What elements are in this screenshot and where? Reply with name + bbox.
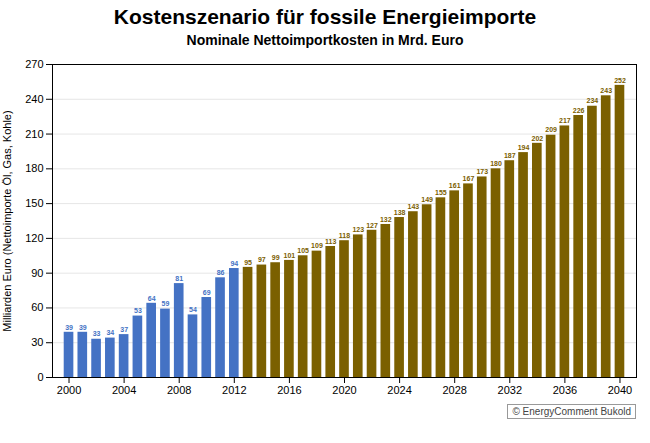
svg-text:113: 113 bbox=[325, 238, 336, 245]
svg-text:2008: 2008 bbox=[167, 384, 191, 396]
svg-text:39: 39 bbox=[65, 324, 73, 331]
svg-text:2040: 2040 bbox=[608, 384, 632, 396]
svg-text:2012: 2012 bbox=[222, 384, 246, 396]
svg-text:173: 173 bbox=[476, 168, 488, 175]
svg-text:Milliarden Euro (Nettoimporte: Milliarden Euro (Nettoimporte Öl, Gas, K… bbox=[1, 110, 13, 331]
svg-text:270: 270 bbox=[25, 58, 43, 70]
svg-text:90: 90 bbox=[31, 267, 43, 279]
svg-text:0: 0 bbox=[37, 371, 43, 383]
svg-text:59: 59 bbox=[162, 300, 170, 307]
svg-text:209: 209 bbox=[545, 126, 557, 133]
svg-text:252: 252 bbox=[614, 77, 626, 84]
svg-text:101: 101 bbox=[284, 252, 296, 259]
svg-text:161: 161 bbox=[449, 182, 461, 189]
svg-text:37: 37 bbox=[120, 326, 128, 333]
svg-text:81: 81 bbox=[175, 275, 183, 282]
html-text:© EnergyComment Bukold: © EnergyComment Bukold bbox=[512, 406, 631, 417]
svg-text:99: 99 bbox=[272, 254, 280, 261]
svg-text:149: 149 bbox=[421, 196, 433, 203]
svg-text:2000: 2000 bbox=[57, 384, 81, 396]
svg-text:127: 127 bbox=[366, 222, 378, 229]
svg-text:2028: 2028 bbox=[442, 384, 466, 396]
svg-text:53: 53 bbox=[134, 307, 142, 314]
svg-text:167: 167 bbox=[463, 175, 475, 182]
html-text:Kostenszenario für fossile Ene: Kostenszenario für fossile Energieimport… bbox=[113, 5, 537, 28]
svg-text:132: 132 bbox=[380, 216, 392, 223]
svg-text:138: 138 bbox=[394, 209, 406, 216]
svg-text:240: 240 bbox=[25, 93, 43, 105]
svg-text:94: 94 bbox=[230, 260, 238, 267]
html-text:Nominale Nettoimportkosten in: Nominale Nettoimportkosten in Mrd. Euro bbox=[186, 32, 464, 48]
svg-text:2020: 2020 bbox=[332, 384, 356, 396]
svg-text:60: 60 bbox=[31, 301, 43, 313]
svg-text:69: 69 bbox=[203, 289, 211, 296]
svg-text:143: 143 bbox=[408, 203, 420, 210]
svg-text:105: 105 bbox=[297, 247, 309, 254]
svg-text:33: 33 bbox=[93, 330, 101, 337]
svg-text:54: 54 bbox=[189, 306, 197, 313]
svg-text:109: 109 bbox=[311, 242, 323, 249]
svg-text:243: 243 bbox=[600, 87, 612, 94]
svg-text:34: 34 bbox=[106, 329, 114, 336]
svg-text:2024: 2024 bbox=[387, 384, 411, 396]
svg-text:234: 234 bbox=[587, 97, 599, 104]
svg-text:2016: 2016 bbox=[277, 384, 301, 396]
svg-text:97: 97 bbox=[258, 256, 266, 263]
svg-text:86: 86 bbox=[217, 269, 225, 276]
svg-text:95: 95 bbox=[244, 259, 252, 266]
svg-text:39: 39 bbox=[79, 324, 87, 331]
svg-text:180: 180 bbox=[490, 160, 502, 167]
svg-text:64: 64 bbox=[148, 295, 156, 302]
svg-text:30: 30 bbox=[31, 336, 43, 348]
svg-text:2032: 2032 bbox=[498, 384, 522, 396]
svg-text:210: 210 bbox=[25, 128, 43, 140]
svg-text:226: 226 bbox=[573, 107, 585, 114]
svg-text:2004: 2004 bbox=[112, 384, 136, 396]
svg-text:155: 155 bbox=[435, 189, 447, 196]
svg-text:194: 194 bbox=[518, 144, 530, 151]
svg-text:187: 187 bbox=[504, 152, 516, 159]
svg-text:123: 123 bbox=[352, 226, 364, 233]
svg-text:118: 118 bbox=[339, 232, 350, 239]
svg-text:2036: 2036 bbox=[553, 384, 577, 396]
svg-text:217: 217 bbox=[559, 117, 571, 124]
svg-text:180: 180 bbox=[25, 162, 43, 174]
svg-text:120: 120 bbox=[25, 232, 43, 244]
svg-text:202: 202 bbox=[531, 135, 543, 142]
svg-text:150: 150 bbox=[25, 197, 43, 209]
